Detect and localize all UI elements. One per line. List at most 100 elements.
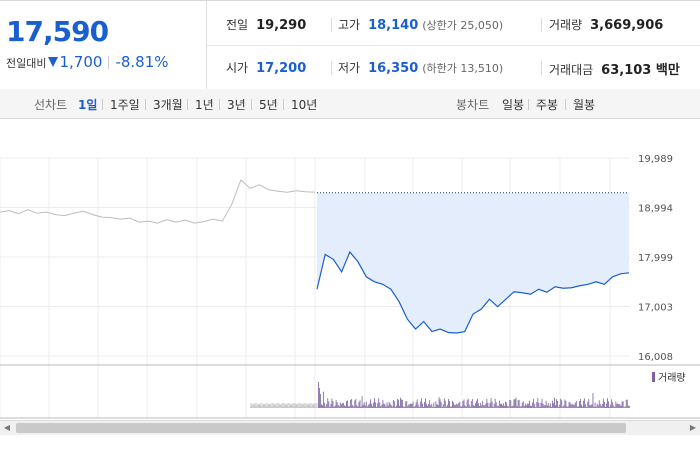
prev-volume-bar — [254, 405, 255, 408]
volume-bar — [371, 403, 372, 408]
tab-monthly-candle[interactable]: 월봉 — [573, 98, 596, 112]
volume-bar — [444, 400, 446, 408]
volume-bar — [420, 398, 422, 408]
prev-volume-bar — [254, 406, 256, 408]
volume-bar — [609, 406, 610, 408]
volume-bar — [565, 400, 567, 408]
high-label: 고가 — [338, 18, 361, 32]
amount-value: 63,103 백만 — [601, 63, 680, 78]
volume-bar — [324, 402, 326, 408]
volume-bar — [375, 402, 376, 408]
prev-volume-bar — [310, 406, 312, 408]
prev-volume-bar — [276, 406, 278, 408]
volume-bar — [508, 406, 510, 408]
prev-volume-bar — [310, 403, 311, 408]
volume-bar — [527, 403, 528, 408]
prev-volume-bar — [298, 405, 299, 408]
volume-bar — [530, 405, 531, 408]
tab-1-week[interactable]: 1주일 — [110, 98, 140, 112]
prev-close-value: 19,290 — [256, 18, 307, 33]
volume-bar — [346, 400, 347, 408]
volume-bar — [410, 403, 412, 408]
volume-bar — [553, 403, 554, 408]
prev-volume-bar — [299, 406, 300, 408]
volume-bar — [560, 398, 562, 408]
volume-bar — [357, 406, 359, 408]
tab-weekly-candle[interactable]: 주봉 — [536, 98, 559, 112]
prev-volume-bar — [250, 403, 252, 408]
volume-bar — [628, 405, 630, 408]
tab-3-years[interactable]: 3년 — [227, 98, 246, 112]
volume-bar — [470, 401, 472, 408]
tab-1-day[interactable]: 1일 — [78, 98, 98, 112]
volume-bar — [532, 402, 534, 408]
volume-bar — [439, 399, 441, 408]
volume-bar — [455, 404, 457, 408]
volume-bar — [352, 405, 354, 408]
prev-volume-bar — [280, 404, 281, 408]
volume-bar — [624, 406, 626, 408]
volume-bar — [581, 404, 582, 408]
volume-bar — [437, 405, 439, 408]
volume-bars — [250, 382, 630, 408]
tab-3-months[interactable]: 3개월 — [153, 98, 183, 112]
scroll-right-icon[interactable]: ▶ — [689, 423, 697, 432]
volume-bar — [597, 405, 599, 408]
volume-bar — [604, 401, 605, 408]
scroll-left-icon[interactable]: ◀ — [3, 423, 11, 432]
volume-bar — [432, 406, 434, 408]
chart-scrollbar[interactable]: ◀ ▶ — [0, 420, 700, 435]
volume-bar — [519, 406, 521, 408]
volume-bar — [622, 401, 624, 408]
prev-volume-bar — [297, 403, 299, 408]
volume-bar — [372, 406, 373, 408]
volume-bar — [337, 405, 339, 408]
volume-bar — [385, 406, 387, 408]
prev-volume-bar — [272, 403, 274, 408]
tab-10-years[interactable]: 10년 — [291, 98, 318, 112]
prev-volume-bar — [252, 403, 253, 408]
volume-bar — [569, 402, 571, 408]
prev-volume-bar — [282, 406, 283, 408]
volume-bar — [485, 403, 487, 408]
prev-volume-bar — [254, 403, 256, 408]
volume-label: 거래량 — [549, 18, 583, 32]
volume-bar — [363, 402, 365, 408]
prev-volume-bar — [291, 403, 293, 408]
volume-bar — [594, 402, 596, 408]
volume-bar — [465, 406, 467, 408]
divider — [283, 99, 284, 110]
volume-value: 3,669,906 — [590, 18, 664, 33]
prev-volume-bar — [259, 403, 261, 408]
prev-volume-bar — [263, 404, 265, 408]
volume-bar — [598, 400, 600, 408]
volume-bar — [434, 406, 436, 408]
volume-bar — [411, 403, 413, 408]
volume-bar — [355, 398, 357, 408]
y-tick-label-3: 17,003 — [638, 303, 673, 314]
volume-bar — [513, 399, 515, 408]
prev-volume-bar — [288, 403, 290, 408]
volume-bar — [626, 399, 628, 408]
volume-bar — [334, 405, 336, 408]
prev-volume-bar — [295, 403, 297, 408]
prev-volume-bar — [302, 403, 304, 408]
tab-daily-candle[interactable]: 일봉 — [502, 98, 525, 112]
volume-bar — [496, 405, 498, 408]
tab-5-years[interactable]: 5년 — [259, 98, 278, 112]
volume-bar — [498, 400, 500, 408]
scroll-thumb[interactable] — [16, 423, 626, 433]
prev-volume-bar — [263, 404, 265, 408]
volume-bar — [475, 403, 476, 408]
volume-bar — [596, 403, 598, 408]
prev-volume-bar — [290, 404, 292, 408]
volume-bar — [539, 406, 541, 408]
volume-bar — [563, 405, 565, 408]
volume-bar — [595, 406, 597, 408]
volume-bar — [405, 401, 407, 408]
prev-volume-bar — [295, 404, 297, 408]
volume-bar — [504, 405, 505, 408]
candle-chart-group-label: 봉차트 — [456, 98, 490, 112]
volume-bar — [608, 401, 609, 408]
tab-1-year[interactable]: 1년 — [195, 98, 214, 112]
